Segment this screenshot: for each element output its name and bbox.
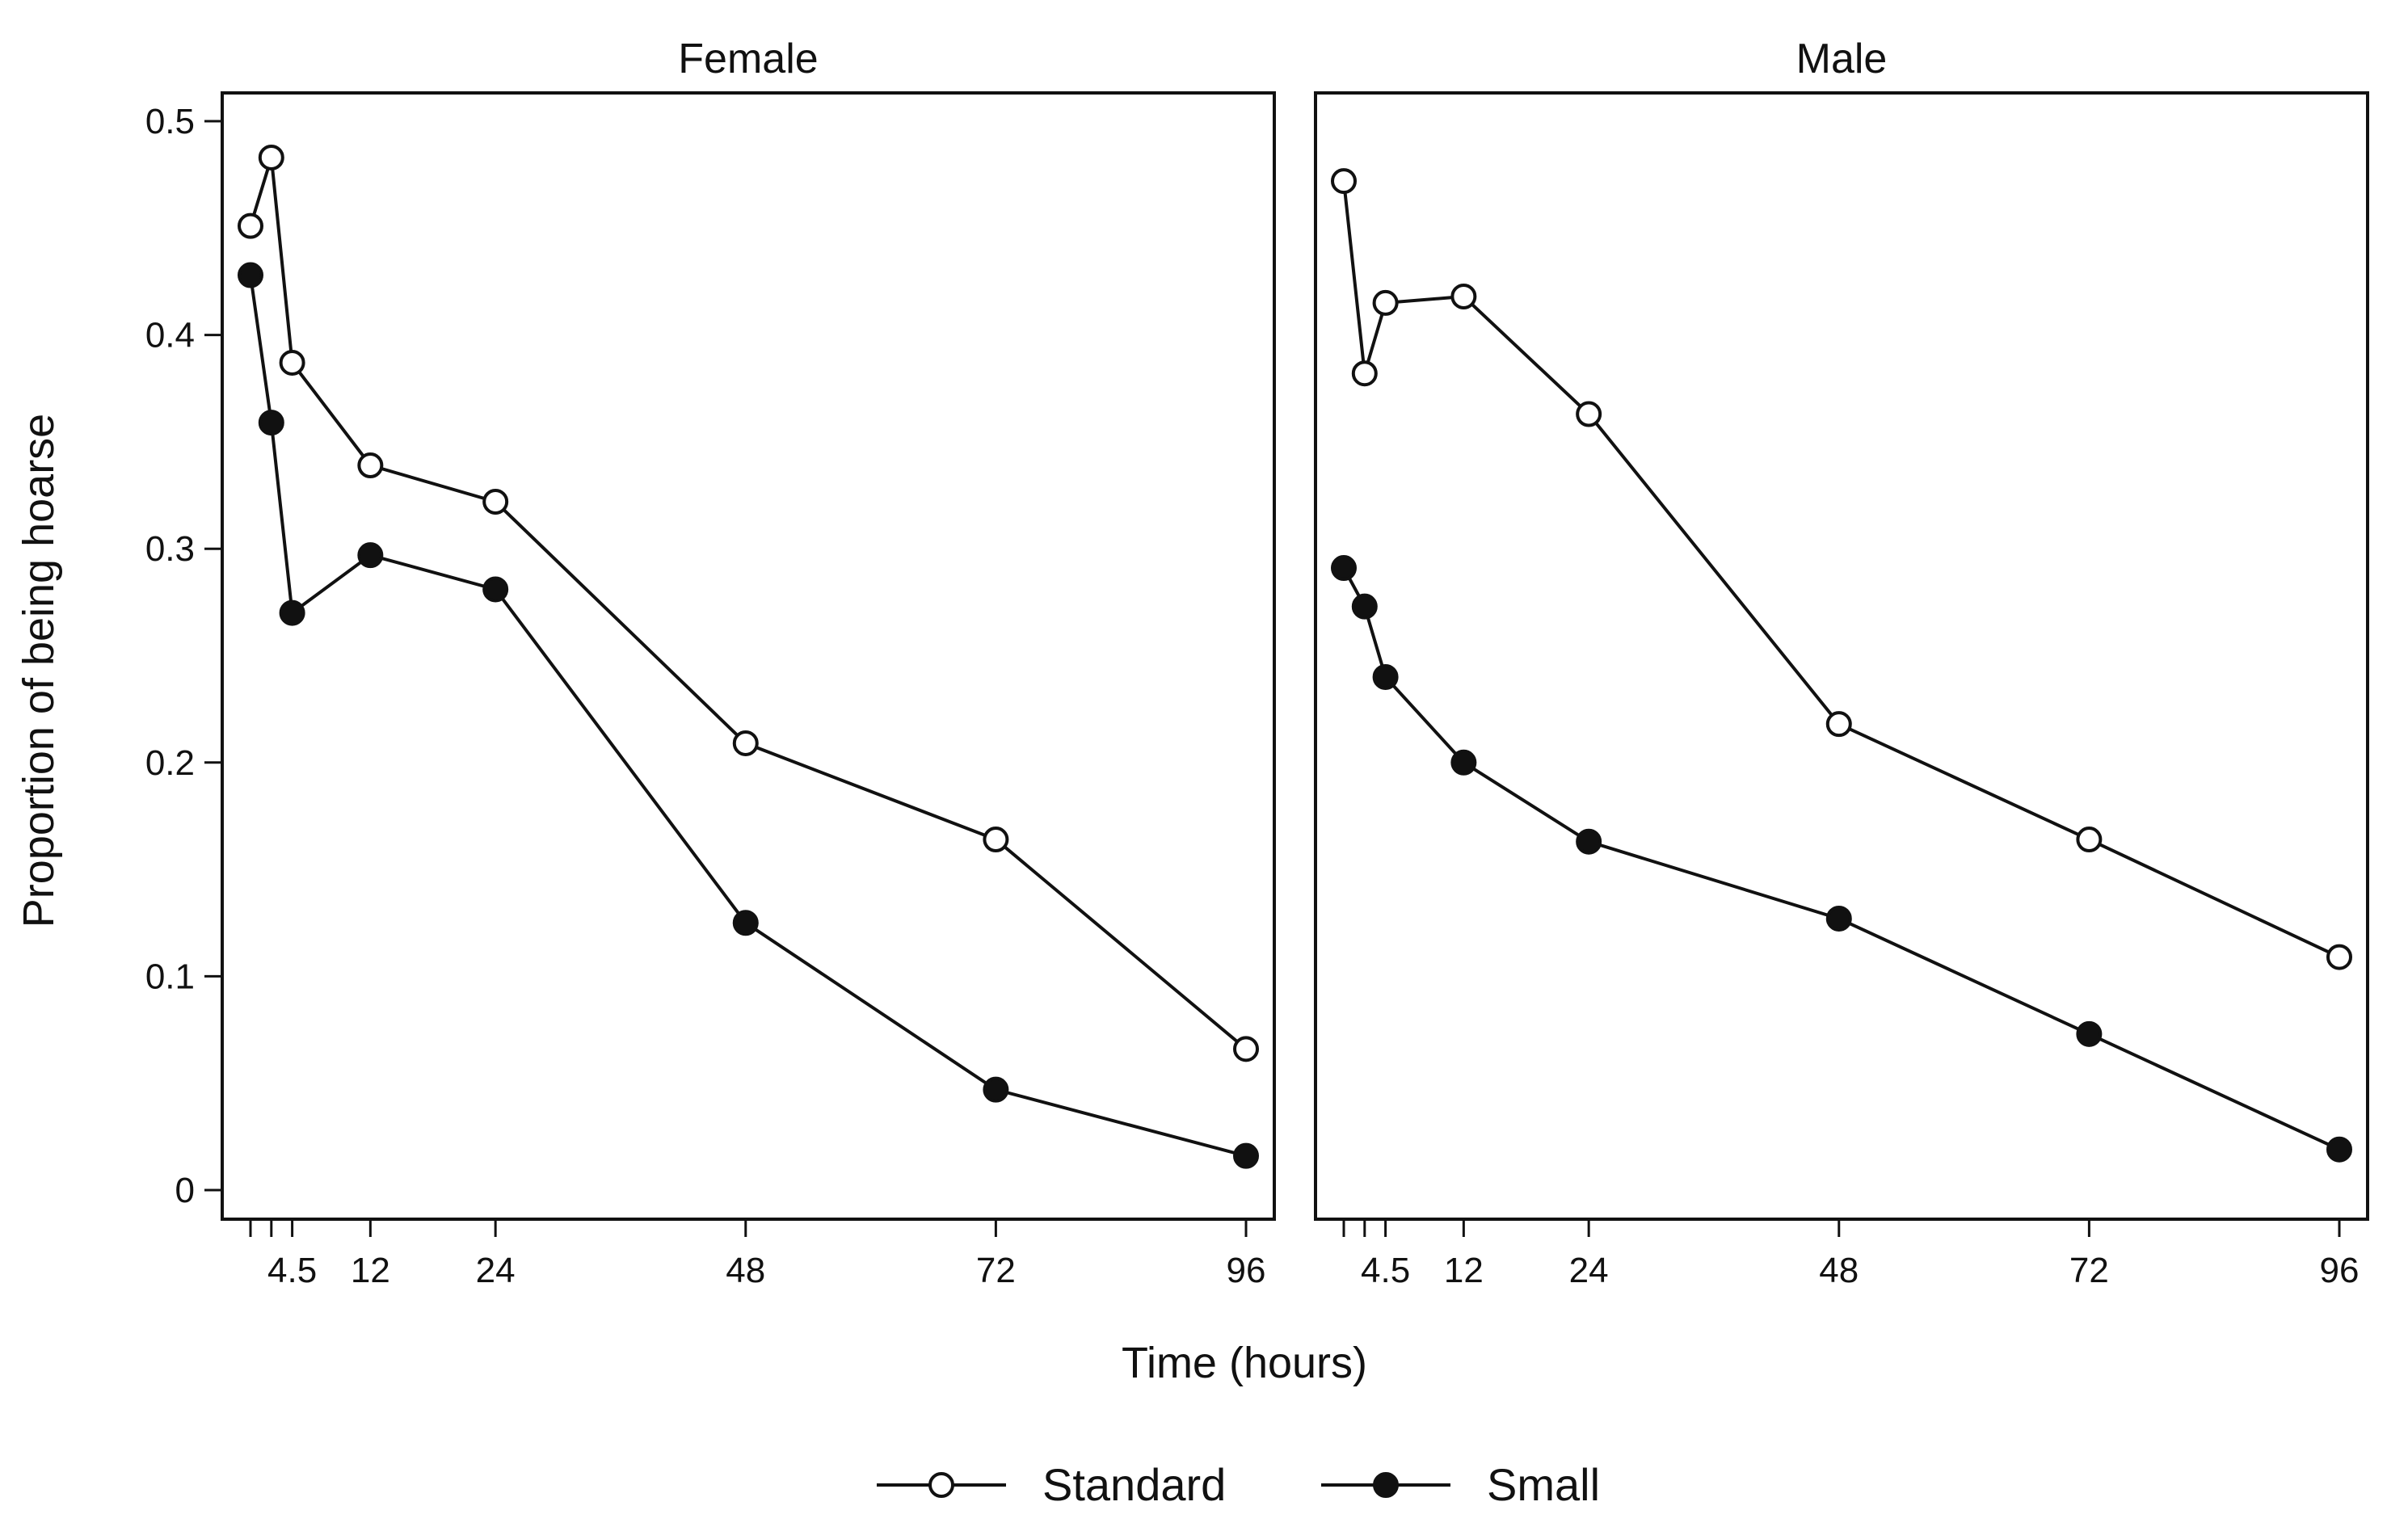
panel-title: Female [678, 36, 818, 82]
x-tick-label: 72 [976, 1251, 1016, 1290]
y-tick-label: 0.2 [145, 743, 195, 783]
legend: Standard Small [877, 1459, 1600, 1510]
data-point-small [1331, 555, 1357, 582]
data-point-standard [482, 488, 509, 515]
series-line-small [249, 275, 1247, 1158]
x-tick-label: 96 [2320, 1251, 2360, 1290]
data-point-small [1351, 593, 1378, 620]
y-tick-label: 0.3 [145, 529, 195, 569]
data-point-small [279, 599, 305, 626]
y-tick-label: 0.5 [145, 102, 195, 141]
data-point-standard [1351, 360, 1378, 387]
panel-male: Male 4.5 12 24 48 72 96 [1314, 36, 2369, 1290]
series-line-standard [1342, 180, 2340, 959]
data-point-small [1233, 1142, 1259, 1169]
data-point-small [732, 910, 759, 936]
data-point-standard [357, 452, 384, 479]
plot-frame [221, 91, 1276, 1221]
x-tick-label: 24 [1569, 1251, 1609, 1290]
panel-female: Female 0 0.1 0.2 0.3 0.4 0.5 4.5 12 24 48 72 96 [145, 36, 1276, 1290]
x-axis-label: Time (hours) [1122, 1339, 1367, 1387]
x-tick-label: 12 [351, 1251, 390, 1290]
panel-title: Male [1796, 36, 1888, 82]
data-point-small [2076, 1020, 2103, 1047]
x-tick-label: 48 [726, 1251, 765, 1290]
series-line-standard [249, 157, 1248, 1050]
data-point-standard [1450, 283, 1477, 309]
data-point-small [2326, 1136, 2352, 1163]
data-point-small [1372, 663, 1399, 690]
legend-marker-small [1373, 1472, 1399, 1498]
x-tick-label: 12 [1444, 1251, 1484, 1290]
data-point-standard [1825, 711, 1852, 738]
data-point-standard [1576, 401, 1602, 427]
data-point-small [482, 576, 509, 603]
x-tick-label: 72 [2069, 1251, 2109, 1290]
x-tick-label: 4.5 [1361, 1251, 1410, 1290]
data-point-standard [2076, 827, 2103, 853]
data-point-standard [1331, 168, 1357, 195]
y-tick-label: 0.4 [145, 316, 195, 355]
legend-label-standard: Standard [1042, 1459, 1226, 1510]
legend-marker-standard [928, 1472, 954, 1498]
x-tick-label: 4.5 [267, 1251, 317, 1290]
data-point-small [1576, 828, 1602, 855]
x-tick-label: 96 [1227, 1251, 1266, 1290]
data-point-small [983, 1076, 1009, 1103]
data-point-standard [983, 827, 1009, 853]
y-tick-label: 0 [175, 1171, 195, 1210]
data-point-standard [1233, 1036, 1259, 1062]
data-point-small [357, 542, 384, 569]
data-point-standard [732, 730, 759, 756]
x-tick-label: 48 [1819, 1251, 1859, 1290]
data-point-small [258, 410, 284, 436]
x-tick-label: 24 [476, 1251, 516, 1290]
plot-layer: Female 0 0.1 0.2 0.3 0.4 0.5 4.5 12 24 48 72 96 Male 4… [145, 36, 2369, 1290]
data-point-small [1825, 905, 1852, 932]
data-point-standard [238, 212, 263, 239]
data-point-standard [258, 144, 284, 170]
data-point-standard [1372, 289, 1399, 316]
data-point-small [238, 262, 263, 288]
series-line-small [1342, 567, 2340, 1151]
y-axis-label: Proportion of being hoarse [15, 414, 63, 928]
y-tick-label: 0.1 [145, 957, 195, 996]
data-point-small [1450, 749, 1477, 776]
data-point-standard [2326, 944, 2352, 970]
data-point-standard [279, 349, 305, 376]
legend-label-small: Small [1487, 1459, 1600, 1510]
plot-frame [1314, 91, 2369, 1221]
